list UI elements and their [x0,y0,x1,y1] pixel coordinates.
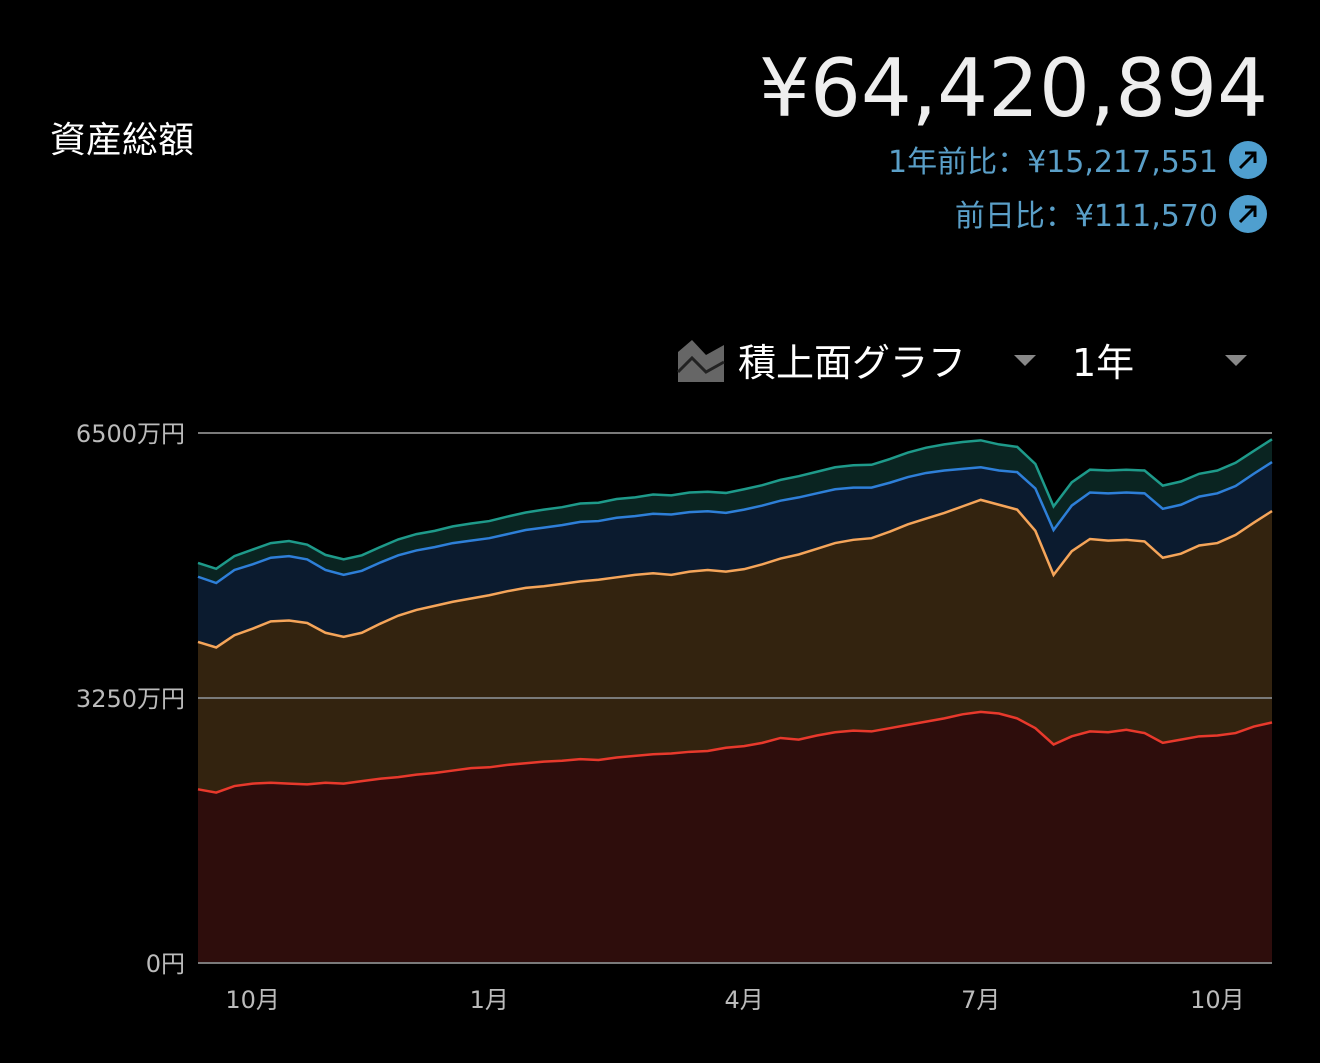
x-tick-label: 4月 [724,986,763,1014]
area [198,462,1272,648]
plot: 0円 3250万円 6500万円 10月 1月 4月 7月 10月 [76,420,1273,1014]
year-change-icon[interactable] [1229,141,1267,179]
x-tick-label: 1月 [470,986,509,1014]
y-tick-label: 6500万円 [76,420,185,448]
day-change: 前日比：¥111,570 [955,199,1218,234]
period-selector[interactable]: 1年 [1072,341,1247,385]
period-label: 1年 [1072,341,1134,385]
series-line [197,498,1273,649]
x-tick-label: 7月 [961,986,1000,1014]
x-tick-label: 10月 [225,986,280,1014]
series-line [197,438,1273,571]
day-change-icon[interactable] [1229,195,1267,233]
chart-type-selector[interactable]: 積上面グラフ [676,340,1036,385]
area [198,499,1272,793]
y-tick-label: 0円 [146,950,185,978]
title: 資産総額 [50,120,194,161]
y-tick-label: 3250万円 [76,685,185,713]
series-line [197,461,1273,585]
chart-type-label: 積上面グラフ [738,341,966,385]
series-line [197,710,1273,794]
total-amount: ¥64,420,894 [759,42,1268,135]
area [198,711,1272,963]
year-change: 1年前比：¥15,217,551 [888,145,1218,180]
x-tick-label: 10月 [1190,986,1245,1014]
